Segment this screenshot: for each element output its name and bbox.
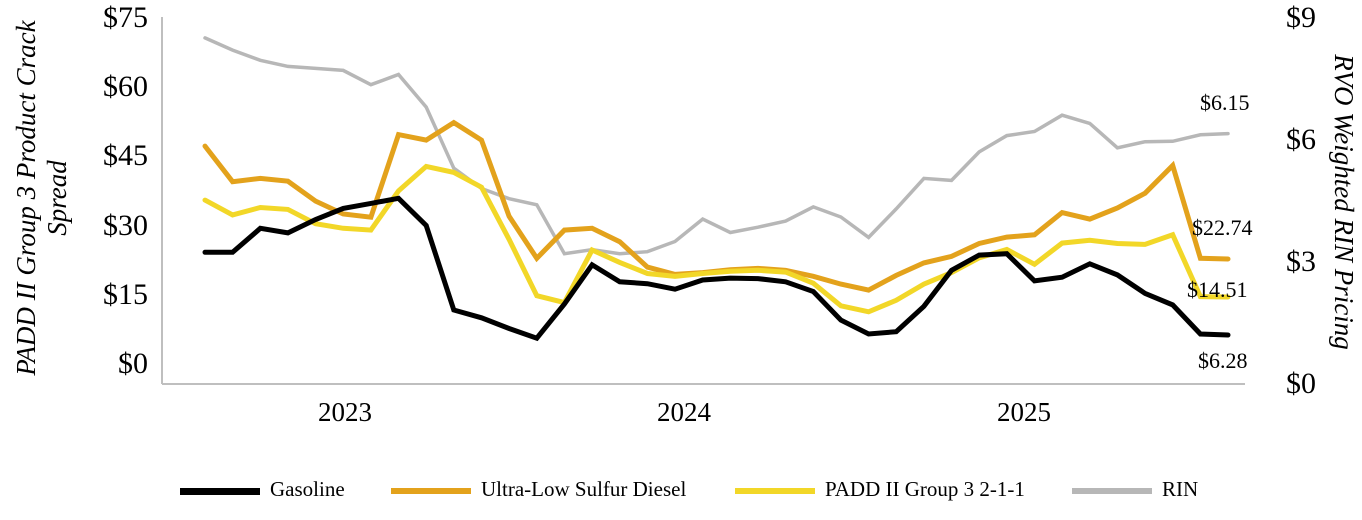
right-axis-tick-3: $3 [1286,244,1316,278]
series-gasoline-line [202,195,1231,342]
data-label-rin: $6.15 [1200,90,1250,115]
legend-swatch-ultra-low-sulfur-diesel [391,488,471,494]
legend-swatch-padd-ii-group-3-2-1-1 [735,488,815,494]
legend-label-rin: RIN [1162,477,1199,501]
right-axis-tick-0: $0 [1286,367,1316,400]
legend-swatch-gasoline [180,488,260,495]
series-padd-ii-group-3-2-1-1-line [202,163,1231,315]
data-label-padd-ii-group-3-2-1-1: $14.51 [1187,277,1248,302]
left-axis-tick-75: $75 [103,0,148,34]
data-label-gasoline: $6.28 [1198,348,1248,373]
left-axis-tick-30: $30 [103,208,148,242]
x-axis-year-label-2025: 2025 [997,397,1051,427]
x-axis-year-label-2024: 2024 [657,397,711,427]
legend-label-ultra-low-sulfur-diesel: Ultra-Low Sulfur Diesel [481,477,687,501]
right-axis-title: RVO Weighted RIN Pricing [1329,54,1359,350]
left-axis-tick-60: $60 [103,70,148,104]
x-axis-year-label-2023: 2023 [318,397,372,427]
right-axis-tick-6: $6 [1286,122,1316,156]
legend-swatch-rin [1072,488,1152,494]
legend-label-gasoline: Gasoline [270,477,345,501]
series-rin-line [203,36,1230,256]
left-axis-tick-0: $0 [118,347,148,380]
legend-label-padd-ii-group-3-2-1-1: PADD II Group 3 2-1-1 [825,477,1025,501]
left-axis-tick-45: $45 [103,139,148,173]
right-axis-tick-9: $9 [1286,0,1316,34]
data-label-ultra-low-sulfur-diesel: $22.74 [1192,215,1253,240]
left-axis-tick-15: $15 [103,277,148,311]
